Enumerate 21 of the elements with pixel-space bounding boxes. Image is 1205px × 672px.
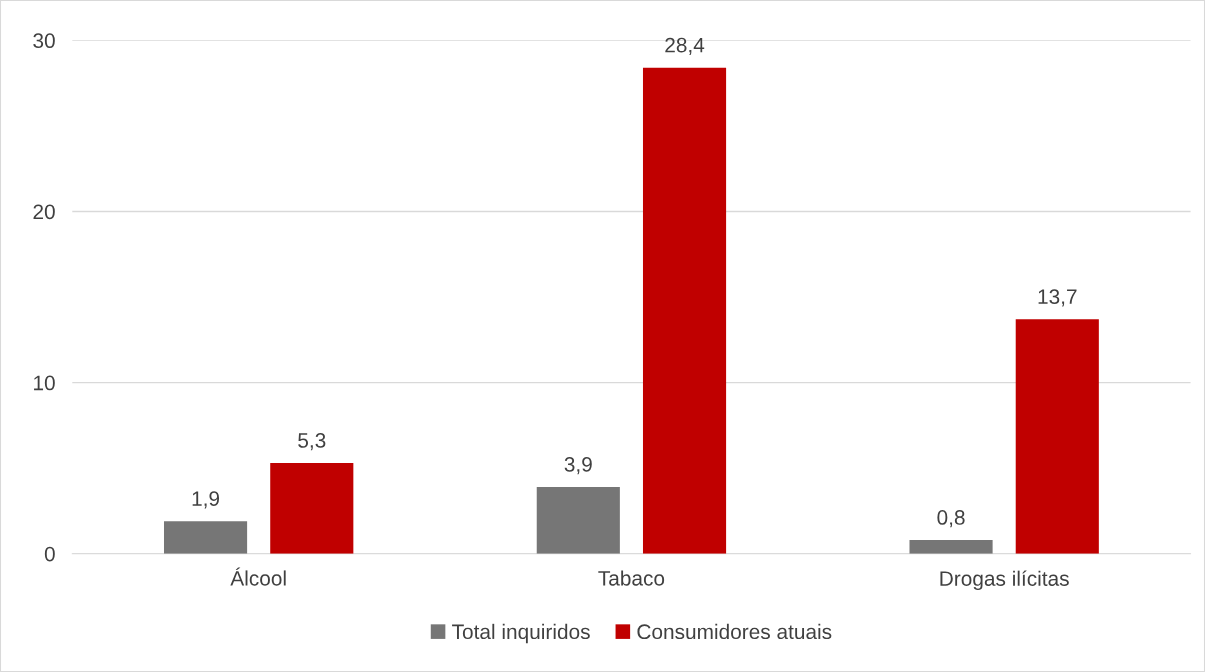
data-label: 13,7 xyxy=(1038,289,1077,307)
legend-label: Total inquiridos xyxy=(452,623,590,644)
data-label: 28,4 xyxy=(665,37,705,55)
x-tick-label: Tabaco xyxy=(598,570,665,586)
legend-label: Consumidores atuais xyxy=(637,623,832,640)
data-label: 3,9 xyxy=(564,457,592,475)
x-tick-label: Drogas ilícitas xyxy=(940,570,1069,591)
data-label: 0,8 xyxy=(937,510,965,528)
y-tick-label: 0 xyxy=(44,546,55,562)
bar xyxy=(536,486,620,554)
y-tick-label: 20 xyxy=(33,204,55,220)
bar xyxy=(1015,319,1099,554)
bar xyxy=(909,540,993,554)
data-label: 1,9 xyxy=(192,491,220,509)
x-tick-label: Álcool xyxy=(230,567,286,586)
bar xyxy=(270,463,354,554)
bar xyxy=(642,67,727,554)
data-label: 5,3 xyxy=(298,433,326,451)
y-tick-label: 30 xyxy=(33,33,55,49)
y-tick-label: 10 xyxy=(34,375,55,391)
bar xyxy=(164,521,248,554)
